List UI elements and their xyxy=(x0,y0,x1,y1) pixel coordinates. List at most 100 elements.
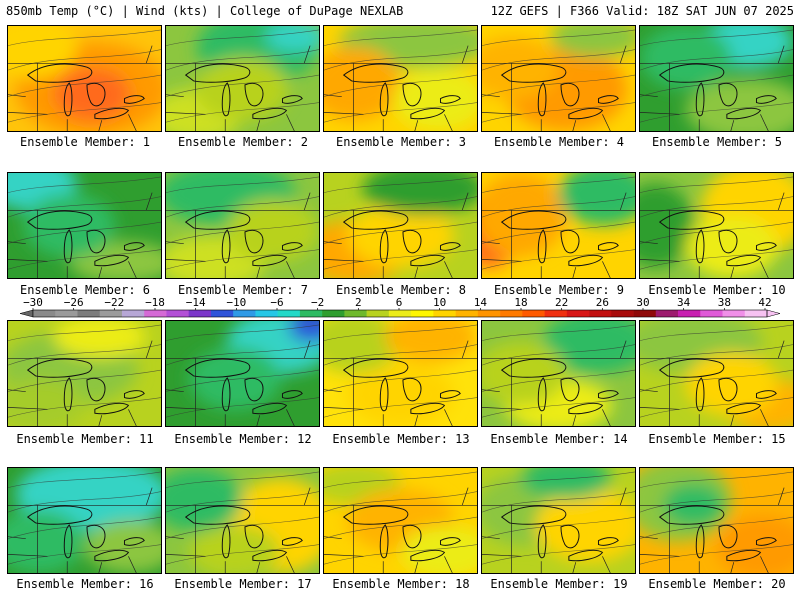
great-lakes-outline xyxy=(342,210,409,230)
state-border xyxy=(166,241,184,244)
state-border xyxy=(166,94,184,97)
temperature-field xyxy=(8,26,161,131)
great-lakes-outline xyxy=(755,95,777,104)
state-border xyxy=(145,340,153,359)
colorbar-swatch xyxy=(700,310,723,317)
colorbar-tick-label: −10 xyxy=(226,296,246,309)
state-border xyxy=(640,241,658,244)
height-contour xyxy=(166,49,319,71)
great-lakes-outline xyxy=(94,549,130,562)
state-border xyxy=(324,554,364,557)
height-contour xyxy=(166,344,319,366)
height-contour xyxy=(482,102,635,123)
state-border xyxy=(414,415,419,426)
colorbar-tick-label: −14 xyxy=(186,296,206,309)
colorbar-arrow-left xyxy=(19,309,34,318)
great-lakes-outline xyxy=(718,524,738,549)
ensemble-member-map xyxy=(481,172,636,279)
state-border xyxy=(730,120,735,131)
ensemble-member-map xyxy=(639,467,794,574)
great-lakes-outline xyxy=(26,210,93,230)
great-lakes-outline xyxy=(94,254,130,267)
height-contour xyxy=(8,249,161,270)
height-contour xyxy=(640,29,793,46)
state-border xyxy=(98,415,103,426)
height-contour xyxy=(166,102,319,123)
great-lakes-outline xyxy=(537,377,547,412)
temperature-region xyxy=(685,78,793,131)
state-border xyxy=(286,261,295,278)
state-border xyxy=(256,267,261,278)
height-contour xyxy=(8,544,161,565)
ensemble-member-label: Ensemble Member: 9 xyxy=(493,283,625,297)
colorbar-tick-label: −6 xyxy=(270,296,283,309)
temperature-region xyxy=(196,57,289,121)
temperature-field xyxy=(166,26,319,131)
temperature-field xyxy=(482,321,635,426)
great-lakes-outline xyxy=(726,254,762,267)
colorbar-swatch xyxy=(722,310,746,317)
height-contour xyxy=(482,49,635,71)
state-border xyxy=(324,389,342,392)
colorbar-swatch xyxy=(144,310,167,317)
height-contour xyxy=(482,176,635,193)
colorbar-swatch xyxy=(744,310,768,317)
ensemble-member-label: Ensemble Member: 10 xyxy=(648,283,786,297)
height-contour xyxy=(324,544,477,565)
great-lakes-outline xyxy=(379,524,389,559)
great-lakes-outline xyxy=(26,63,93,83)
colorbar-swatch xyxy=(522,310,545,317)
state-border xyxy=(482,389,500,392)
height-contour xyxy=(8,516,161,539)
colorbar-swatch xyxy=(188,310,212,317)
great-lakes-outline xyxy=(755,537,777,546)
state-border xyxy=(482,536,500,539)
great-lakes-outline xyxy=(86,229,106,254)
colorbar-tick-label: −2 xyxy=(311,296,324,309)
state-border xyxy=(166,554,206,557)
great-lakes-outline xyxy=(597,95,619,104)
height-contour xyxy=(482,74,635,97)
state-border xyxy=(256,415,261,426)
colorbar-tick-label: 42 xyxy=(758,296,771,309)
great-lakes-outline xyxy=(402,524,422,549)
height-contour xyxy=(166,196,319,218)
height-contour xyxy=(8,369,161,392)
height-contour xyxy=(166,397,319,418)
height-contour xyxy=(324,324,477,341)
colorbar-tick-label: −26 xyxy=(64,296,84,309)
state-border xyxy=(166,259,206,262)
ensemble-member-map xyxy=(7,172,162,279)
ensemble-member-map xyxy=(481,25,636,132)
colorbar-tick-label: 26 xyxy=(596,296,609,309)
state-border xyxy=(145,487,153,506)
state-border xyxy=(256,562,261,573)
height-contour xyxy=(324,74,477,97)
temperature-field xyxy=(8,173,161,278)
temperature-region xyxy=(8,26,77,79)
great-lakes-outline xyxy=(86,524,106,549)
ensemble-member-map xyxy=(639,320,794,427)
ensemble-member-label: Ensemble Member: 14 xyxy=(490,432,628,446)
state-border xyxy=(619,192,627,211)
state-border xyxy=(166,389,184,392)
great-lakes-outline xyxy=(244,82,264,107)
state-border xyxy=(640,389,658,392)
colorbar-swatch xyxy=(455,310,479,317)
great-lakes-outline xyxy=(184,210,251,230)
height-contour xyxy=(8,176,161,193)
temperature-field xyxy=(482,468,635,573)
state-border xyxy=(8,259,48,262)
great-lakes-outline xyxy=(568,107,604,120)
height-contour xyxy=(8,102,161,123)
height-contour xyxy=(324,176,477,193)
state-border xyxy=(8,112,48,115)
state-border xyxy=(128,114,137,131)
state-border xyxy=(324,94,342,97)
ensemble-member-map xyxy=(323,25,478,132)
great-lakes-outline xyxy=(439,390,461,399)
colorbar-frame xyxy=(32,309,768,318)
great-lakes-outline xyxy=(695,524,705,559)
height-contour xyxy=(166,29,319,46)
temperature-region xyxy=(482,36,559,100)
